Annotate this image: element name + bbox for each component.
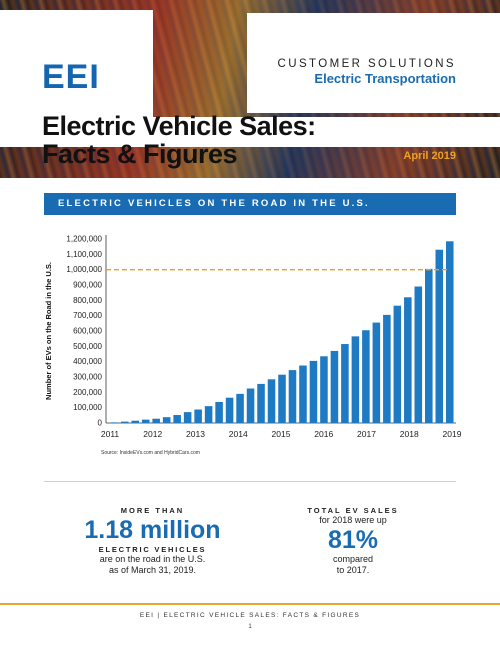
x-tick-label: 2011 (101, 429, 120, 439)
bar (330, 350, 339, 423)
stat-evs-on-road: MORE THAN 1.18 million ELECTRIC VEHICLES… (70, 506, 235, 576)
stat-label: ELECTRIC VEHICLES (98, 545, 207, 554)
x-tick-label: 2012 (143, 429, 162, 439)
bar (215, 401, 223, 423)
bar (320, 356, 328, 423)
bar (204, 406, 213, 423)
publication-date: April 2019 (403, 150, 456, 162)
stat-line-2: as of March 31, 2019. (108, 565, 197, 575)
y-tick-label: 500,000 (73, 342, 102, 351)
bar (435, 249, 444, 423)
bar (362, 330, 370, 423)
y-axis-label: Number of EVs on the Road in the U.S. (44, 262, 53, 400)
ev-chart: 0 100,000 200,000 300,000 400,000 500,000 600,… (44, 235, 462, 440)
stat-prefix: TOTAL EV SALES (307, 506, 399, 515)
bar (110, 422, 119, 423)
y-tick-label: 400,000 (73, 357, 102, 366)
bar (404, 297, 412, 423)
bar (152, 418, 160, 423)
y-tick-label: 200,000 (73, 388, 102, 397)
bar (288, 370, 297, 423)
page-title: Electric Vehicle Sales: Facts & Figures (42, 112, 316, 168)
y-tick-label: 600,000 (73, 327, 102, 336)
footer-text: EEI | ELECTRIC VEHICLE SALES: FACTS & FI… (139, 612, 361, 619)
kicker-text: CUSTOMER SOLUTIONS (277, 58, 456, 70)
division-text: Electric Transportation (314, 71, 456, 86)
logo-panel (0, 10, 153, 117)
bar (267, 379, 276, 423)
bar (183, 412, 192, 423)
y-tick-label: 1,100,000 (66, 250, 102, 259)
bar (425, 268, 433, 423)
y-tick-label: 900,000 (73, 281, 102, 290)
title-line-2: Facts & Figures (42, 139, 238, 169)
bar (162, 417, 171, 423)
bar (414, 286, 423, 423)
x-tick-label: 2014 (229, 429, 248, 439)
page-number: 1 (248, 624, 252, 630)
stat-prefix: MORE THAN (120, 506, 185, 515)
stat-value: 1.18 million (84, 516, 221, 544)
bar (299, 365, 307, 423)
title-line-1: Electric Vehicle Sales: (42, 111, 316, 141)
bar (393, 305, 402, 423)
bar (351, 336, 360, 423)
y-tick-label: 700,000 (73, 311, 102, 320)
bar (141, 419, 150, 423)
stat-line-1: are on the road in the U.S. (99, 554, 206, 564)
stat-value: 81% (327, 526, 379, 554)
x-tick-label: 2018 (400, 429, 419, 439)
title-band (0, 117, 500, 147)
stat-sales-growth: TOTAL EV SALES for 2018 were up 81% comp… (288, 506, 418, 576)
bar (194, 409, 202, 423)
bar (225, 397, 234, 423)
eei-logo: EEI (42, 58, 100, 96)
heading-panel (247, 13, 500, 113)
y-tick-label: 800,000 (73, 296, 102, 305)
x-tick-label: 2019 (443, 429, 462, 439)
source-note: Source: InsideEVs.com and HybridCars.com (101, 450, 200, 456)
x-tick-label: 2015 (272, 429, 291, 439)
stat-line-3: to 2017. (336, 565, 370, 575)
section-banner: ELECTRIC VEHICLES ON THE ROAD IN THE U.S… (44, 193, 456, 215)
bar (278, 374, 286, 423)
bar (257, 383, 265, 423)
footer-rule (0, 603, 500, 605)
bar (246, 388, 255, 423)
bar (341, 344, 349, 423)
stat-line-2: compared (332, 554, 374, 564)
bar (445, 241, 454, 423)
y-tick-label: 1,000,000 (66, 265, 102, 274)
x-tick-label: 2013 (186, 429, 205, 439)
y-tick-label: 100,000 (73, 403, 102, 412)
bar (173, 415, 181, 423)
bar (131, 420, 139, 423)
divider (44, 481, 456, 482)
bar (309, 360, 318, 423)
bar (383, 314, 391, 423)
y-tick-label: 1,200,000 (66, 235, 102, 244)
bar (236, 393, 244, 423)
bar (120, 421, 129, 423)
y-tick-label: 0 (98, 419, 103, 428)
y-tick-label: 300,000 (73, 373, 102, 382)
bar (372, 322, 381, 423)
stat-line-1: for 2018 were up (319, 515, 387, 525)
x-tick-label: 2017 (357, 429, 376, 439)
x-tick-label: 2016 (314, 429, 333, 439)
